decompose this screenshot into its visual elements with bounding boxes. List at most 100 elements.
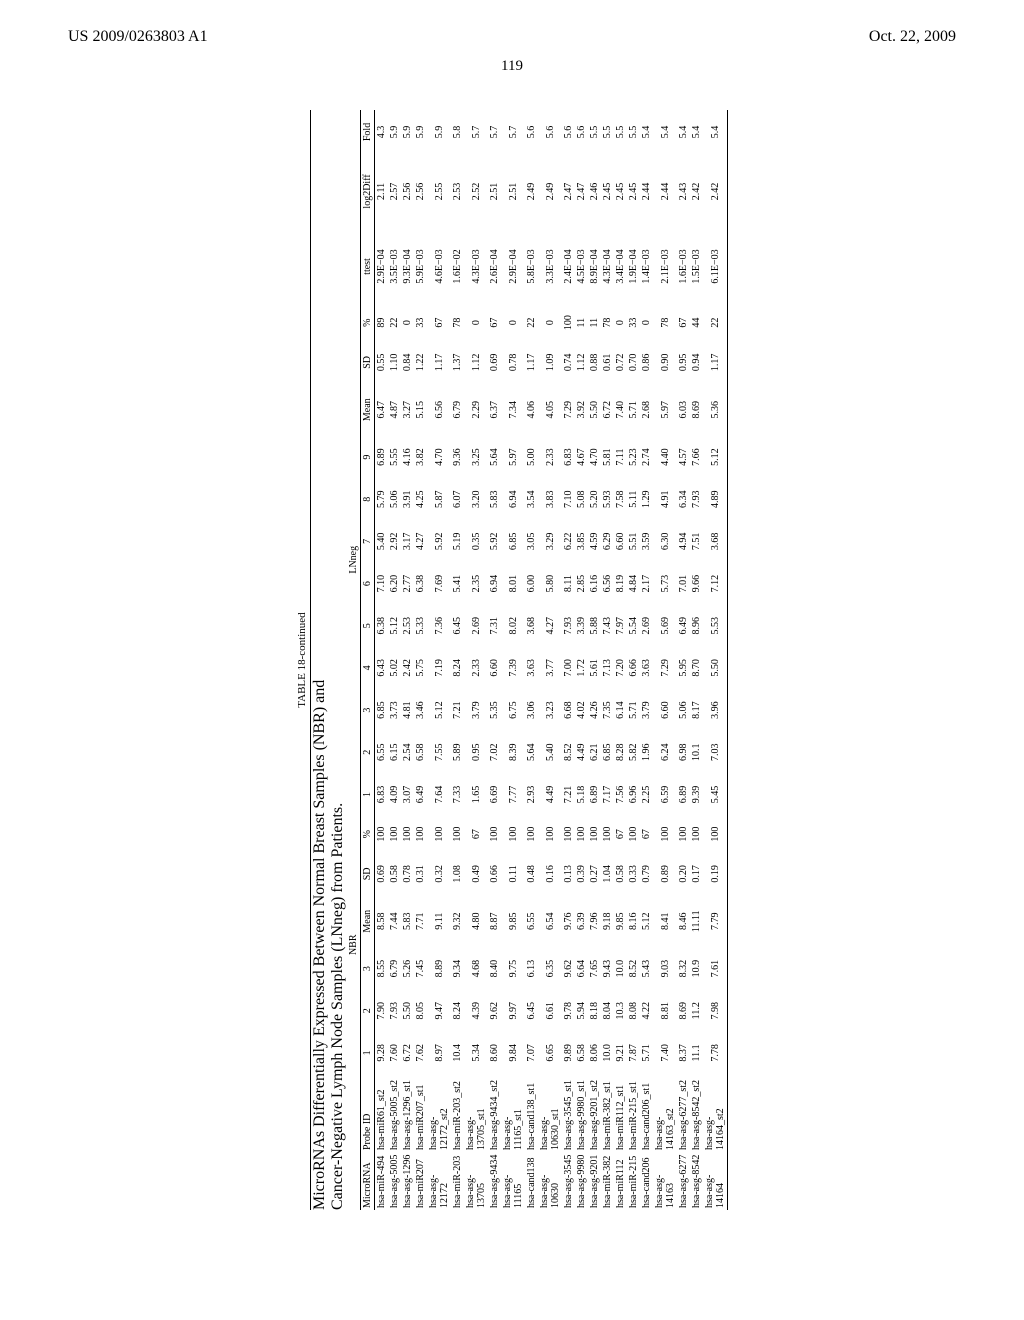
table-cell: 5.06 bbox=[388, 478, 401, 520]
table-cell: 3.68 bbox=[525, 605, 538, 647]
table-cell: 3.06 bbox=[525, 689, 538, 731]
table-cell: 1.29 bbox=[640, 478, 653, 520]
table-cell: 5.5 bbox=[627, 110, 640, 154]
table-cell: 5.64 bbox=[488, 436, 501, 478]
table-cell: 6.35 bbox=[538, 947, 562, 989]
table-cell: 6.60 bbox=[614, 520, 627, 562]
table-cell: 1.22 bbox=[414, 341, 427, 383]
table-cell: 5.40 bbox=[375, 520, 389, 562]
table-cell: 7.71 bbox=[414, 895, 427, 948]
table-cell: hsa-cand206_st1 bbox=[640, 1074, 653, 1152]
table-cell: 5.92 bbox=[427, 520, 451, 562]
table-cell: 1.17 bbox=[525, 341, 538, 383]
table-cell: hsa-miR-494 bbox=[375, 1152, 389, 1210]
table-cell: 5.64 bbox=[525, 731, 538, 773]
table-cell: 0.48 bbox=[525, 853, 538, 895]
table-cell: 9.36 bbox=[451, 436, 464, 478]
table-cell: 7.90 bbox=[375, 990, 389, 1032]
table-cell: 7.29 bbox=[653, 647, 677, 689]
table-cell: 3.46 bbox=[414, 689, 427, 731]
table-row: hsa-cand206hsa-cand206_st15.714.225.435.… bbox=[640, 110, 653, 1210]
table-cell: 1.17 bbox=[703, 341, 728, 383]
table-cell: hsa-miR-203 bbox=[451, 1152, 464, 1210]
table-cell: 5.4 bbox=[653, 110, 677, 154]
table-row: hsa-asg-13705hsa-asg-13705_st15.344.394.… bbox=[464, 110, 488, 1210]
table-cell: 3.3E−03 bbox=[538, 229, 562, 304]
table-cell: 6.38 bbox=[375, 605, 389, 647]
table-cell: 8.70 bbox=[690, 647, 703, 689]
table-cell: 9.89 bbox=[562, 1032, 575, 1074]
table-cell: 7.66 bbox=[690, 436, 703, 478]
table-cell: 1.10 bbox=[388, 341, 401, 383]
table-cell: 5.4 bbox=[690, 110, 703, 154]
table-cell: hsa-asg-11165 bbox=[501, 1152, 525, 1210]
table-cell: 5.55 bbox=[388, 436, 401, 478]
table-cell: 8.05 bbox=[414, 990, 427, 1032]
table-cell: 8.89 bbox=[427, 947, 451, 989]
table-cell: 3.23 bbox=[538, 689, 562, 731]
table-cell: 1.12 bbox=[464, 341, 488, 383]
table-cell: 7.19 bbox=[427, 647, 451, 689]
table-cell: 0.79 bbox=[640, 853, 653, 895]
table-cell: 0.88 bbox=[588, 341, 601, 383]
table-cell: 3.05 bbox=[525, 520, 538, 562]
page-number: 119 bbox=[0, 46, 1024, 75]
table-cell: 1.65 bbox=[464, 773, 488, 815]
table-cell: 10.9 bbox=[690, 947, 703, 989]
table-cell: 8.01 bbox=[501, 562, 525, 604]
table-cell: 9.18 bbox=[601, 895, 614, 948]
table-cell: 1.37 bbox=[451, 341, 464, 383]
table-cell: 6.30 bbox=[653, 520, 677, 562]
table-cell: 6.43 bbox=[375, 647, 389, 689]
table-cell: 0.58 bbox=[388, 853, 401, 895]
table-cell: 0.19 bbox=[703, 853, 728, 895]
table-cell: 5.71 bbox=[640, 1032, 653, 1074]
table-cell: hsa-miR-215 bbox=[627, 1152, 640, 1210]
column-header: log2Diff bbox=[361, 154, 375, 229]
table-cell: 2.54 bbox=[401, 731, 414, 773]
table-subtitle: MicroRNAs Differentially Expressed Betwe… bbox=[310, 110, 347, 1210]
table-cell: 4.94 bbox=[677, 520, 690, 562]
table-cell: 9.03 bbox=[653, 947, 677, 989]
table-cell: 6.49 bbox=[414, 773, 427, 815]
table-cell: 3.27 bbox=[401, 383, 414, 436]
table-cell: 5.83 bbox=[401, 895, 414, 948]
table-cell: 5.61 bbox=[588, 647, 601, 689]
table-cell: 6.85 bbox=[501, 520, 525, 562]
table-cell: 2.74 bbox=[640, 436, 653, 478]
table-cell: 6.94 bbox=[501, 478, 525, 520]
table-cell: 2.9E−04 bbox=[375, 229, 389, 304]
table-cell: 8.81 bbox=[653, 990, 677, 1032]
table-cell: hsa-asg-1296 bbox=[401, 1152, 414, 1210]
table-cell: 5.15 bbox=[414, 383, 427, 436]
table-cell: hsa-asg-9201 bbox=[588, 1152, 601, 1210]
table-cell: 8.58 bbox=[375, 895, 389, 948]
table-cell: 44 bbox=[690, 304, 703, 341]
table-cell: 8.17 bbox=[690, 689, 703, 731]
table-cell: 4.67 bbox=[575, 436, 588, 478]
table-cell: 100 bbox=[562, 304, 575, 341]
table-cell: 2.33 bbox=[464, 647, 488, 689]
table-cell: 2.55 bbox=[427, 154, 451, 229]
table-cell: 5.50 bbox=[588, 383, 601, 436]
table-cell: hsa-asg-14164_st2 bbox=[703, 1074, 728, 1152]
table-cell: 5.69 bbox=[653, 605, 677, 647]
table-cell: 7.29 bbox=[562, 383, 575, 436]
table-cell: 22 bbox=[703, 304, 728, 341]
table-cell: 5.53 bbox=[703, 605, 728, 647]
table-cell: 5.83 bbox=[488, 478, 501, 520]
table-cell: 2.11 bbox=[375, 154, 389, 229]
table-cell: 5.18 bbox=[575, 773, 588, 815]
table-cell: 8.02 bbox=[501, 605, 525, 647]
table-cell: 2.52 bbox=[464, 154, 488, 229]
table-cell: 4.84 bbox=[627, 562, 640, 604]
table-cell: 7.97 bbox=[614, 605, 627, 647]
table-cell: 7.31 bbox=[488, 605, 501, 647]
table-cell: 4.25 bbox=[414, 478, 427, 520]
table-cell: 0.94 bbox=[690, 341, 703, 383]
table-cell: 5.92 bbox=[488, 520, 501, 562]
table-cell: 6.21 bbox=[588, 731, 601, 773]
table-cell: 7.93 bbox=[562, 605, 575, 647]
table-cell: 2.51 bbox=[501, 154, 525, 229]
table-cell: 7.17 bbox=[601, 773, 614, 815]
